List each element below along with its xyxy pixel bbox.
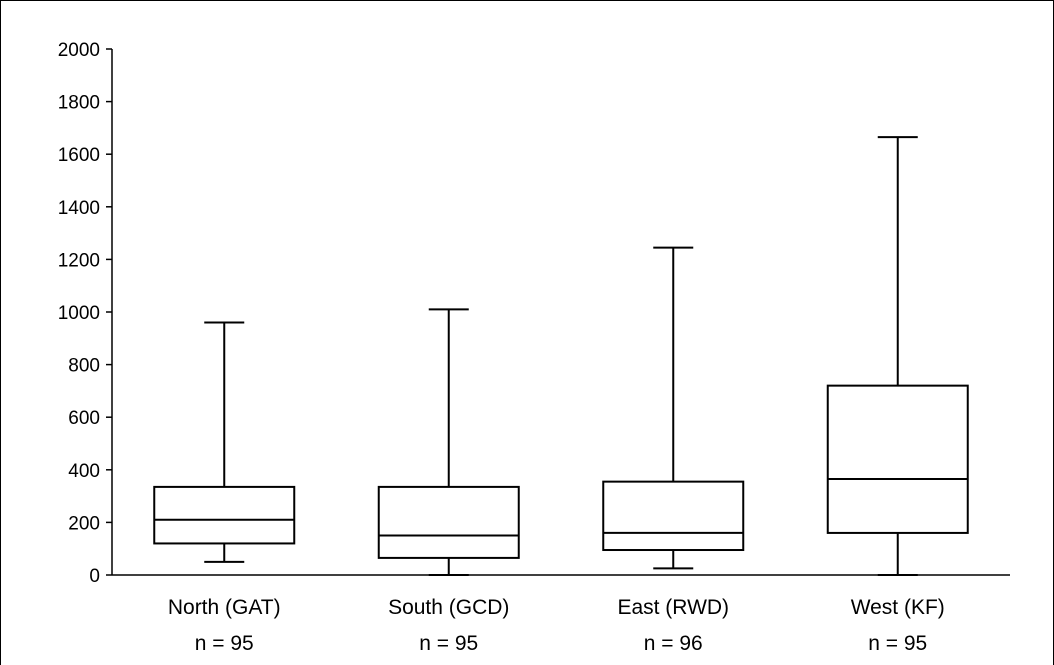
box-1 (153, 321, 296, 563)
box-series (153, 136, 969, 576)
y-tick-label: 1000 (58, 303, 100, 324)
x-category-label: South (GCD) (388, 596, 509, 619)
x-sample-size-label: n = 96 (644, 632, 703, 655)
iqr-box (602, 480, 745, 552)
x-sample-size-label: n = 95 (868, 632, 927, 655)
iqr-box (826, 384, 969, 534)
iqr-box (377, 485, 520, 559)
x-sample-size-label: n = 95 (195, 632, 254, 655)
y-tick-label: 800 (68, 356, 100, 377)
y-tick-label: 400 (68, 461, 100, 482)
y-tick-label: 1600 (58, 145, 100, 166)
y-tick-label: 2000 (58, 40, 100, 61)
y-tick-label: 0 (89, 566, 100, 587)
y-axis: 0 200 400 600 800 1000 1200 1400 1600 1800 2000 (58, 40, 113, 587)
y-tick-label: 600 (68, 408, 100, 429)
box-3 (602, 246, 745, 570)
x-axis: North (GAT) n = 95 South (GCD) n = 95 East (… (112, 574, 1010, 655)
iqr-box (153, 485, 296, 545)
y-tick-label: 200 (68, 513, 100, 534)
x-category-label: North (GAT) (168, 596, 281, 619)
x-sample-size-label: n = 95 (419, 632, 478, 655)
box-2 (377, 308, 520, 576)
x-category-label: East (RWD) (617, 596, 729, 619)
y-tick-label: 1400 (58, 198, 100, 219)
y-tick-label: 1800 (58, 93, 100, 114)
y-tick-label: 1200 (58, 250, 100, 271)
x-category-label: West (KF) (851, 596, 945, 619)
box-4 (826, 136, 969, 576)
